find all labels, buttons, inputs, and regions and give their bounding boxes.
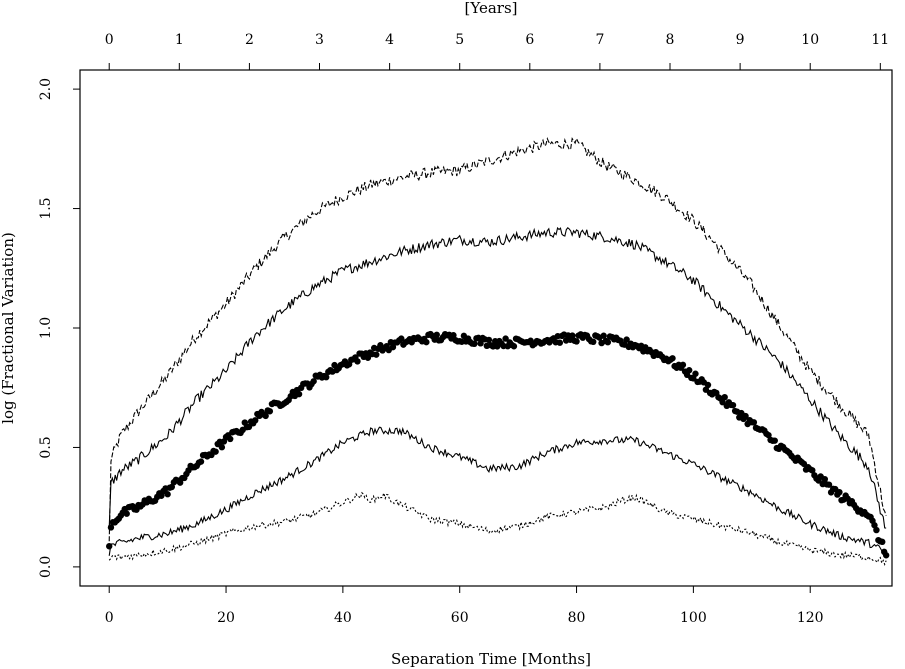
data-point	[485, 336, 493, 344]
x-tick-label: 80	[568, 610, 586, 626]
data-point	[836, 488, 843, 496]
x-tick-label: 100	[680, 610, 707, 626]
data-point	[556, 339, 564, 346]
data-point	[882, 552, 890, 559]
y-axis-label: log (Fractional Variation)	[0, 232, 17, 424]
data-point	[423, 338, 430, 346]
series-4	[108, 426, 887, 556]
data-point	[245, 423, 253, 431]
y-tick-label: 1.0	[38, 317, 54, 339]
data-point	[873, 526, 880, 534]
series-line	[108, 136, 887, 542]
top-tick-label: 0	[105, 32, 114, 48]
data-point	[310, 378, 317, 385]
data-point	[450, 332, 457, 339]
data-point	[477, 340, 484, 347]
top-tick-label: 6	[525, 32, 534, 48]
data-point	[107, 524, 115, 531]
data-point	[227, 435, 234, 443]
top-tick-label: 9	[736, 32, 745, 48]
data-point	[765, 431, 772, 439]
series-1	[108, 136, 887, 542]
x-tick-label: 40	[334, 610, 352, 626]
top-tick-label: 1	[175, 32, 184, 48]
data-point	[164, 491, 171, 498]
data-point	[750, 419, 758, 426]
data-point	[510, 343, 518, 350]
data-point	[704, 381, 712, 389]
series-line	[108, 426, 887, 556]
data-point	[373, 351, 380, 358]
y-axis: 0.0 0.5 1.0 1.5 2.0	[38, 78, 80, 578]
data-point	[719, 399, 726, 406]
top-tick-label: 2	[245, 32, 254, 48]
data-point	[604, 339, 612, 346]
data-point	[729, 401, 737, 409]
data-point	[266, 408, 274, 415]
series-3	[106, 330, 890, 559]
data-point	[600, 332, 607, 339]
data-point	[252, 417, 259, 424]
data-point	[295, 390, 303, 398]
data-point	[771, 437, 778, 444]
x-tick-label: 120	[797, 610, 824, 626]
data-point	[679, 361, 687, 369]
data-point	[825, 481, 833, 488]
top-tick-label: 4	[385, 32, 394, 48]
data-point	[809, 467, 816, 474]
y-tick-label: 1.5	[38, 197, 54, 219]
data-point	[623, 336, 630, 343]
data-point	[168, 483, 175, 491]
data-point	[364, 354, 372, 361]
data-point	[879, 538, 886, 546]
data-point	[471, 340, 478, 348]
data-point	[590, 338, 597, 345]
x-tick-label: 60	[451, 610, 469, 626]
top-tick-label: 11	[871, 32, 889, 48]
y-tick-label: 0.5	[38, 436, 54, 458]
data-point	[197, 458, 205, 465]
data-point	[158, 492, 165, 499]
x-axis-label: Separation Time [Months]	[391, 650, 591, 668]
top-tick-label: 10	[801, 32, 819, 48]
top-tick-label: 5	[455, 32, 464, 48]
data-point	[354, 358, 361, 365]
data-point	[262, 412, 269, 420]
data-point	[502, 335, 509, 342]
data-point	[573, 338, 580, 345]
y-tick-label: 0.0	[38, 556, 54, 578]
data-point	[692, 370, 699, 377]
series-line	[108, 491, 887, 567]
data-point	[871, 522, 878, 529]
data-point	[669, 355, 676, 362]
data-point	[821, 475, 829, 483]
data-point	[218, 444, 226, 451]
data-point	[569, 332, 576, 339]
data-point	[742, 412, 749, 420]
series-5	[108, 491, 887, 567]
top-tick-label: 8	[666, 32, 675, 48]
y-tick-label: 2.0	[38, 78, 54, 100]
data-point	[212, 448, 219, 455]
x-axis: 0 20 40 60 80 100 120	[105, 586, 824, 626]
data-point	[123, 510, 130, 517]
x-tick-label: 0	[105, 610, 114, 626]
top-tick-label: 3	[315, 32, 324, 48]
top-tick-label: 7	[595, 32, 604, 48]
series-layer	[106, 136, 890, 567]
plot-frame	[79, 69, 893, 587]
series-2	[108, 226, 887, 529]
top-axis-label: [Years]	[465, 0, 518, 17]
data-point	[322, 373, 330, 381]
data-point	[686, 367, 693, 374]
data-point	[721, 394, 728, 401]
data-point	[398, 335, 405, 342]
data-point	[433, 331, 440, 338]
x-tick-label: 20	[217, 610, 235, 626]
top-axis: 0 1 2 3 4 5 6 7 8 9 10 11	[105, 32, 889, 70]
series-line	[108, 226, 887, 529]
